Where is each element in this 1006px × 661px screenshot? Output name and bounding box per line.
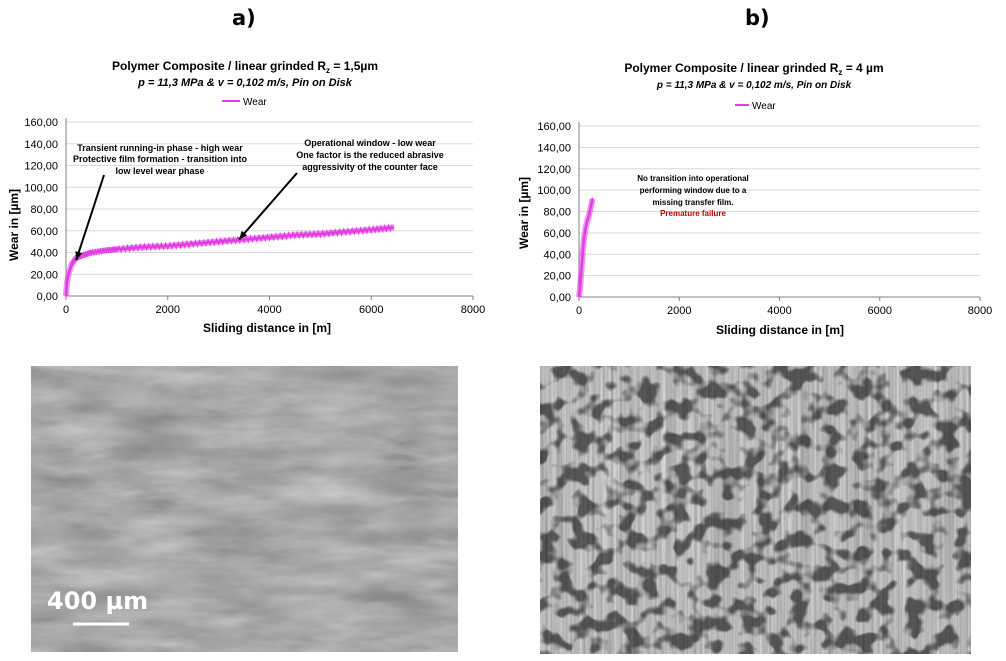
annotation-line-2: One factor is the reduced abrasive (296, 150, 444, 160)
series-noise (65, 223, 393, 300)
annotation-line-1: No transition into operational (637, 174, 749, 183)
x-tick-label: 6000 (868, 305, 892, 317)
micrograph-b-texture (540, 366, 971, 654)
chart-subtitle: p = 11,3 MPa & v = 0,102 m/s, Pin on Dis… (656, 80, 852, 91)
y-tick-label: 120,00 (24, 161, 58, 173)
annotation-arrow (238, 172, 298, 241)
x-tick-label: 8000 (968, 305, 992, 317)
annotation-running-in: Transient running-in phase - high wear P… (73, 143, 248, 176)
x-tick-label: 2000 (667, 305, 691, 317)
y-tick-label: 20,00 (543, 271, 571, 283)
x-tick-label: 2000 (156, 304, 180, 316)
y-tick-label: 80,00 (543, 207, 571, 219)
wear-chart-a: Polymer Composite / linear grinded Rz = … (7, 59, 485, 335)
y-tick-label: 140,00 (24, 139, 58, 151)
y-tick-label: 160,00 (537, 121, 571, 133)
y-tick-label: 140,00 (537, 142, 571, 154)
y-tick-label: 120,00 (537, 164, 571, 176)
chart-title: Polymer Composite / linear grinded Rz = … (112, 59, 378, 75)
plot-area: 0,00 20,00 40,00 60,00 80,00 100,00 120,00 140,… (24, 117, 485, 316)
annotation-line-3: missing transfer film. (653, 198, 734, 207)
annotation-line-1: Transient running-in phase - high wear (77, 143, 243, 153)
annotation-line-1: Operational window - low wear (304, 138, 436, 148)
micrograph-b (540, 366, 971, 654)
x-tick-label: 4000 (257, 304, 281, 316)
x-tick-label: 8000 (461, 304, 485, 316)
wear-chart-b: Polymer Composite / linear grinded Rz = … (517, 61, 992, 337)
y-tick-label: 40,00 (30, 248, 58, 260)
series-band (63, 224, 395, 297)
chart-subtitle: p = 11,3 MPa & v = 0,102 m/s, Pin on Dis… (137, 77, 353, 89)
y-tick-label: 100,00 (24, 182, 58, 194)
annotation-premature-failure: Premature failure (660, 209, 726, 218)
y-tick-label: 0,00 (37, 291, 58, 303)
annotation-line-2: Protective film formation - transition i… (73, 154, 248, 164)
y-axis-title: Wear in [µm] (517, 177, 531, 249)
annotation-operational: Operational window - low wear One factor… (296, 138, 444, 172)
y-tick-label: 20,00 (30, 269, 58, 281)
annotation-arrowhead (75, 251, 83, 261)
y-tick-label: 160,00 (24, 117, 58, 129)
chart-title: Polymer Composite / linear grinded Rz = … (624, 61, 883, 77)
micrograph-a: 400 µm (31, 366, 458, 652)
x-tick-label: 0 (63, 304, 69, 316)
plot-area: 0,00 20,00 40,00 60,00 80,00 100,00 120,00 140,… (537, 121, 992, 317)
annotation-arrow (75, 174, 105, 261)
x-axis-title: Sliding distance in [m] (716, 323, 844, 337)
x-tick-label: 6000 (359, 304, 383, 316)
legend: Wear (735, 101, 776, 112)
annotation-line-3: low level wear phase (115, 166, 204, 176)
y-axis-title: Wear in [µm] (7, 189, 21, 261)
micrograph-a-texture: 400 µm (31, 366, 458, 652)
x-axis-title: Sliding distance in [m] (203, 321, 331, 335)
series-noise (578, 197, 593, 300)
y-tick-label: 0,00 (550, 292, 571, 304)
annotation-arrowhead (238, 230, 248, 240)
x-tick-label: 4000 (767, 305, 791, 317)
panel-label-a: a) (232, 6, 256, 30)
annotation-line-3: aggressivity of the counter face (302, 162, 438, 172)
y-tick-label: 80,00 (30, 204, 58, 216)
y-tick-label: 60,00 (543, 228, 571, 240)
legend-label: Wear (752, 101, 776, 112)
y-tick-label: 60,00 (30, 226, 58, 238)
scale-bar-label: 400 µm (47, 587, 148, 615)
legend: Wear (222, 97, 267, 108)
panel-label-b: b) (745, 6, 770, 30)
annotation-failure: No transition into operational performin… (637, 174, 749, 218)
x-tick-label: 0 (576, 305, 582, 317)
y-tick-label: 100,00 (537, 185, 571, 197)
y-tick-label: 40,00 (543, 249, 571, 261)
legend-label: Wear (243, 97, 267, 108)
annotation-line-2: performing window due to a (640, 186, 747, 195)
